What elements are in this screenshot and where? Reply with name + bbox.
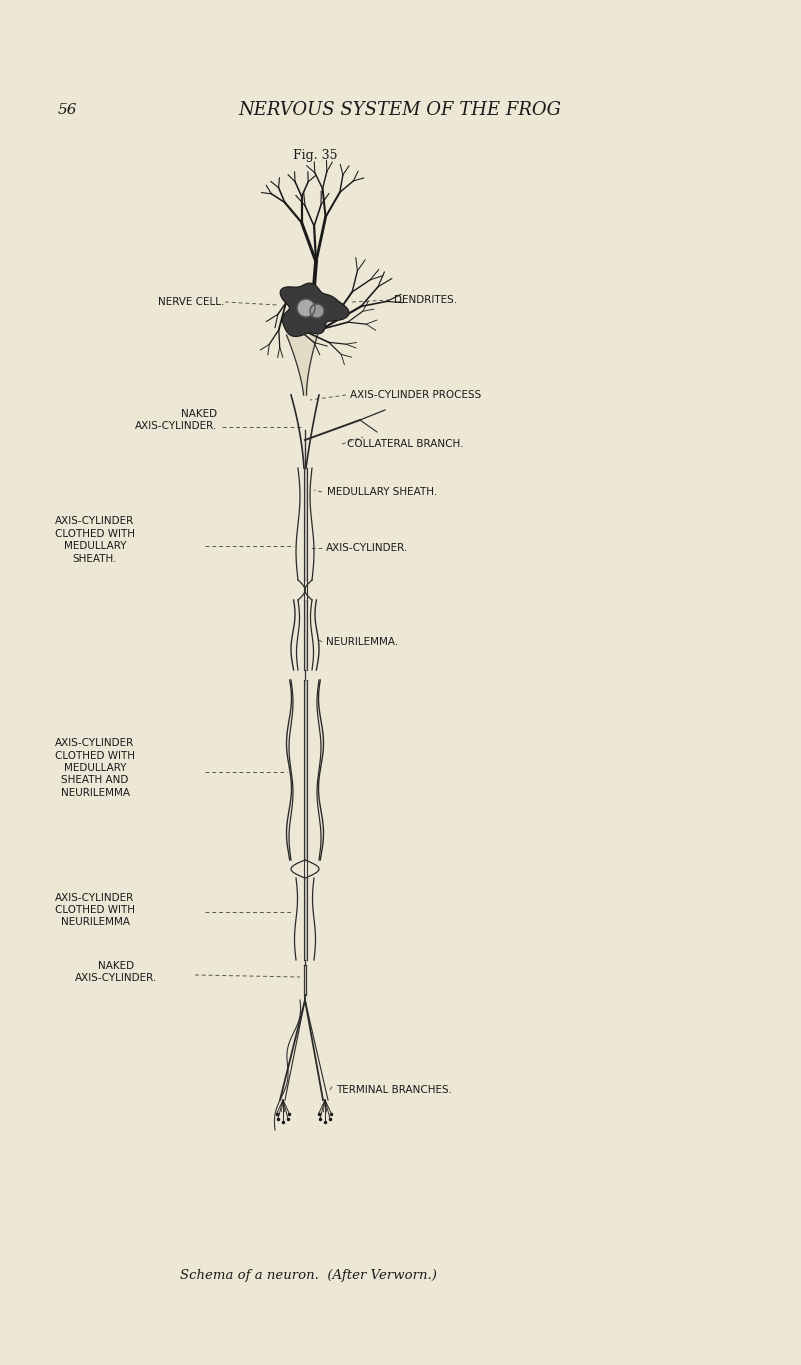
Text: COLLATERAL BRANCH.: COLLATERAL BRANCH. (347, 440, 464, 449)
Text: NERVOUS SYSTEM OF THE FROG: NERVOUS SYSTEM OF THE FROG (239, 101, 562, 119)
Text: AXIS-CYLINDER
CLOTHED WITH
NEURILEMMA: AXIS-CYLINDER CLOTHED WITH NEURILEMMA (55, 893, 135, 927)
Text: AXIS-CYLINDER PROCESS: AXIS-CYLINDER PROCESS (350, 390, 481, 400)
Text: TERMINAL BRANCHES.: TERMINAL BRANCHES. (336, 1085, 452, 1095)
Text: NEURILEMMA.: NEURILEMMA. (326, 637, 398, 647)
Polygon shape (280, 283, 349, 337)
Text: NAKED
AXIS-CYLINDER.: NAKED AXIS-CYLINDER. (75, 961, 157, 983)
Circle shape (310, 304, 324, 318)
Text: DENDRITES.: DENDRITES. (394, 295, 457, 304)
Text: MEDULLARY SHEATH.: MEDULLARY SHEATH. (327, 487, 437, 497)
Text: Schema of a neuron.  (After Verworn.): Schema of a neuron. (After Verworn.) (179, 1268, 437, 1282)
Text: Fig. 35: Fig. 35 (292, 149, 337, 161)
Text: NERVE CELL.: NERVE CELL. (158, 298, 224, 307)
Text: AXIS-CYLINDER
CLOTHED WITH
MEDULLARY
SHEATH AND
NEURILEMMA: AXIS-CYLINDER CLOTHED WITH MEDULLARY SHE… (55, 738, 135, 797)
Text: AXIS-CYLINDER
CLOTHED WITH
MEDULLARY
SHEATH.: AXIS-CYLINDER CLOTHED WITH MEDULLARY SHE… (55, 516, 135, 564)
Text: 56: 56 (58, 102, 78, 117)
Text: AXIS-CYLINDER.: AXIS-CYLINDER. (326, 543, 409, 553)
Text: NAKED
AXIS-CYLINDER.: NAKED AXIS-CYLINDER. (135, 408, 217, 431)
Circle shape (297, 299, 315, 317)
